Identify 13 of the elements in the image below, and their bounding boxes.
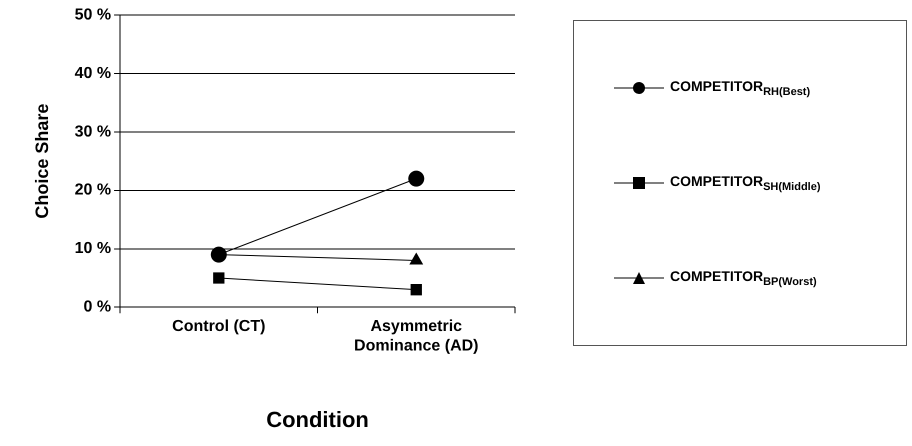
y-tick-label: 40 % [74, 64, 112, 82]
y-tick-label: 0 % [83, 298, 112, 316]
y-tick-label: 20 % [74, 182, 112, 199]
y-tick-label: 10 % [74, 240, 112, 258]
x-tick-label: Control (CT) [172, 318, 266, 336]
y-tick-label: 50 % [74, 6, 112, 24]
y-tick-label: 30 % [74, 123, 112, 140]
y-axis-title: Choice Share [32, 104, 52, 219]
x-axis-title: Condition [266, 406, 369, 432]
x-tick-label: Asymmetric Dominance (AD) [354, 318, 478, 354]
legend-label: COMPETITOR$_{RH(Best)}$ [670, 78, 810, 98]
legend-label: COMPETITOR$_{BP(Worst)}$ [670, 268, 817, 288]
legend-label: COMPETITOR$_{SH(Middle)}$ [670, 173, 821, 193]
